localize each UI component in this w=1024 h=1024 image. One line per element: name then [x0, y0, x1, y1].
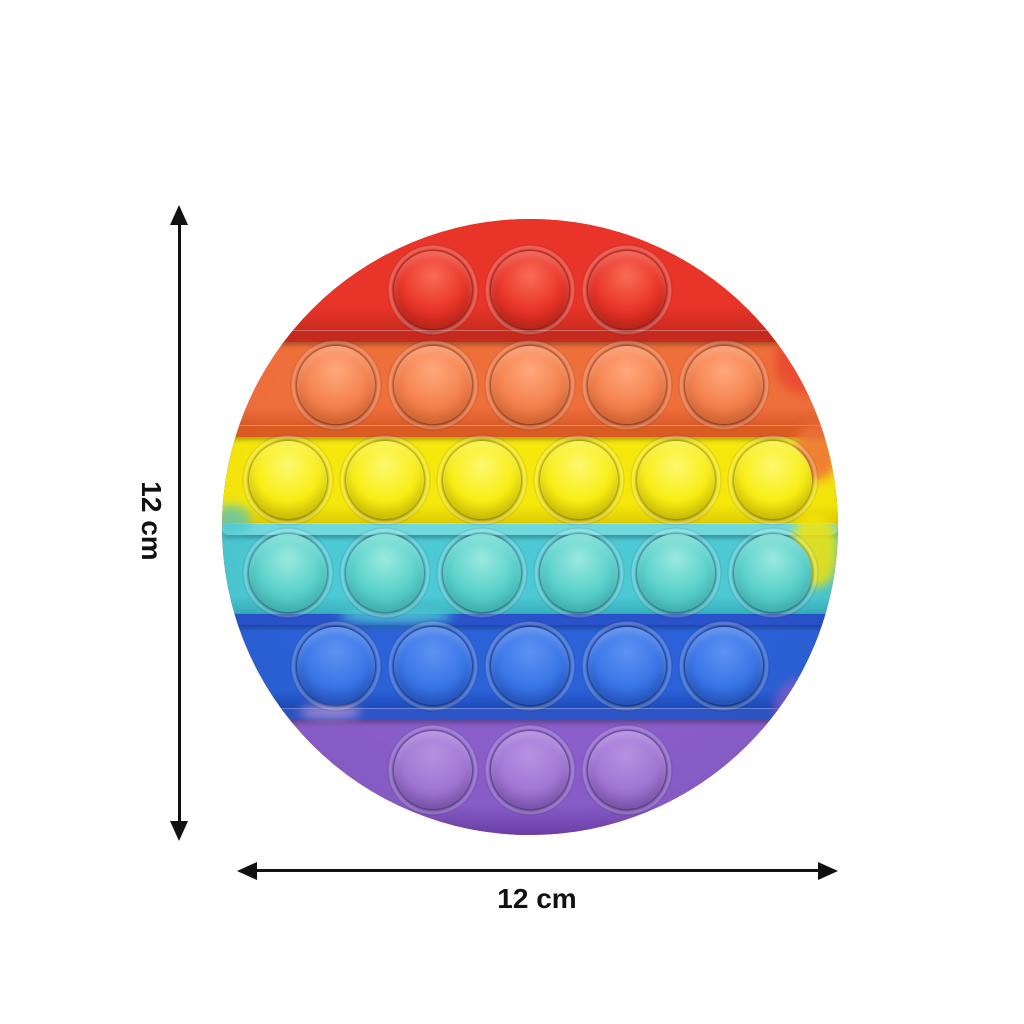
- bubble-yellow: [434, 433, 529, 527]
- bubble-dome-purple: [588, 731, 666, 809]
- bubble-dome-purple: [394, 731, 472, 809]
- bubble-dome-yellow: [345, 441, 424, 519]
- bubble-dome-yellow: [733, 441, 812, 519]
- bubble-dome-red: [394, 251, 472, 329]
- bubble-dome-cyan: [442, 534, 521, 612]
- bubble-blue: [483, 619, 577, 713]
- pop-it-toy: [222, 219, 838, 835]
- tie-dye-patch: [300, 705, 360, 719]
- bubble-dome-red: [491, 251, 569, 329]
- bubble-yellow: [337, 433, 432, 527]
- ridge-yellow-cyan: [222, 523, 838, 535]
- ridge-blue-purple: [222, 708, 838, 720]
- bubble-dome-yellow: [539, 441, 618, 519]
- bubble-dome-cyan: [345, 534, 424, 612]
- vertical-dimension-line: [178, 222, 181, 823]
- bubble-orange: [386, 338, 480, 432]
- tie-dye-patch: [340, 608, 452, 623]
- tie-dye-patch: [775, 679, 838, 737]
- bubble-dome-cyan: [636, 534, 715, 612]
- bubble-dome-cyan: [539, 534, 618, 612]
- bubble-purple: [386, 723, 480, 817]
- bubble-dome-orange: [588, 346, 666, 424]
- bubble-red: [483, 243, 577, 337]
- height-dimension-label: 12 cm: [136, 481, 167, 561]
- bubble-dome-yellow: [442, 441, 521, 519]
- bubble-orange: [677, 338, 771, 432]
- bubble-orange: [289, 338, 383, 432]
- horizontal-dimension-line: [255, 869, 819, 872]
- bubble-dome-orange: [491, 346, 569, 424]
- bubble-cyan: [240, 526, 335, 620]
- bubble-blue: [386, 619, 480, 713]
- bubble-dome-orange: [297, 346, 375, 424]
- bubble-dome-blue: [588, 627, 666, 705]
- tie-dye-patch: [775, 329, 838, 393]
- bubble-cyan: [531, 526, 626, 620]
- tie-dye-patch: [222, 505, 250, 535]
- bubble-blue: [677, 619, 771, 713]
- arrow-down-icon: [170, 821, 188, 841]
- bubble-red: [580, 243, 674, 337]
- arrow-right-icon: [818, 861, 838, 880]
- bubble-purple: [580, 723, 674, 817]
- bubble-cyan: [628, 526, 723, 620]
- bubble-dome-red: [588, 251, 666, 329]
- bubble-dome-cyan: [248, 534, 327, 612]
- bubble-dome-blue: [685, 627, 763, 705]
- bubble-cyan: [434, 526, 529, 620]
- bubble-dome-blue: [297, 627, 375, 705]
- bubble-yellow: [531, 433, 626, 527]
- bubble-orange: [580, 338, 674, 432]
- bubble-dome-blue: [491, 627, 569, 705]
- bubble-yellow: [628, 433, 723, 527]
- bubble-dome-orange: [685, 346, 763, 424]
- arrow-left-icon: [237, 861, 257, 880]
- bubble-blue: [580, 619, 674, 713]
- arrow-up-icon: [170, 205, 188, 225]
- width-dimension-label: 12 cm: [497, 883, 577, 914]
- bubble-cyan: [725, 526, 820, 620]
- bubble-purple: [483, 723, 577, 817]
- bubble-dome-cyan: [733, 534, 812, 612]
- bubble-dome-orange: [394, 346, 472, 424]
- bubble-dome-yellow: [248, 441, 327, 519]
- bubble-dome-yellow: [636, 441, 715, 519]
- bubble-dome-purple: [491, 731, 569, 809]
- bubble-yellow: [725, 433, 820, 527]
- bubble-blue: [289, 619, 383, 713]
- bubble-red: [386, 243, 480, 337]
- bubble-yellow: [240, 433, 335, 527]
- ridge-orange-yellow: [222, 425, 838, 437]
- ridge-red-orange: [222, 330, 838, 342]
- bubble-cyan: [337, 526, 432, 620]
- bubble-orange: [483, 338, 577, 432]
- bubble-dome-blue: [394, 627, 472, 705]
